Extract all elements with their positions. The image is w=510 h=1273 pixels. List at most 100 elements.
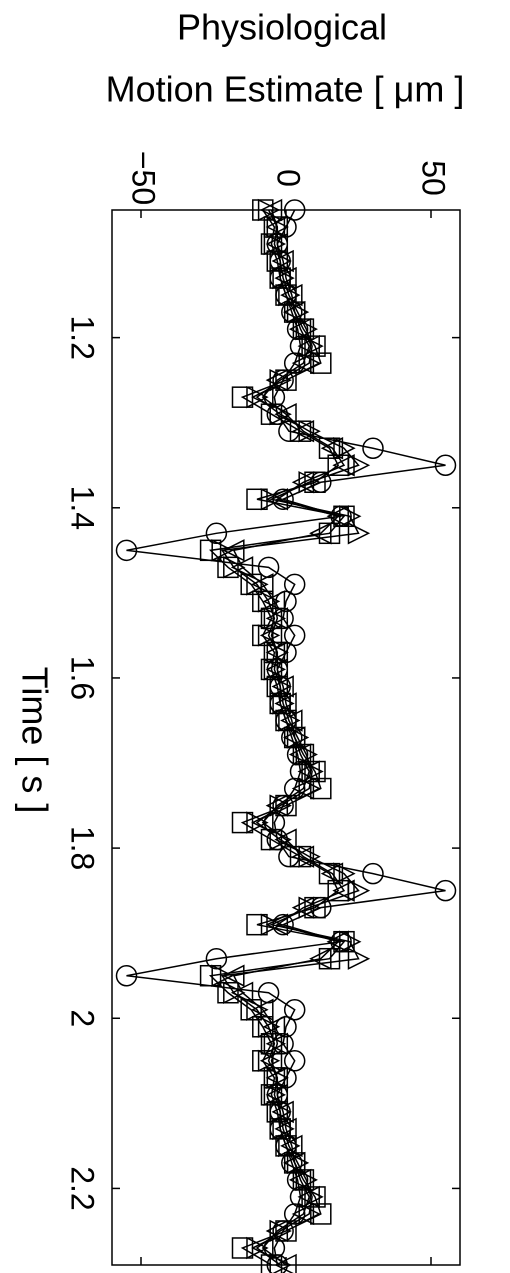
marker-square bbox=[269, 267, 291, 289]
marker-triangle-left bbox=[265, 1219, 289, 1243]
marker-triangle-right bbox=[339, 930, 362, 953]
marker-triangle-left bbox=[222, 539, 245, 562]
marker-square bbox=[333, 930, 355, 953]
marker-triangle-right bbox=[278, 709, 301, 732]
marker-triangle-right bbox=[260, 913, 284, 936]
marker-square bbox=[252, 199, 274, 221]
marker-triangle-left bbox=[251, 1236, 274, 1260]
marker-square bbox=[318, 862, 341, 885]
marker-triangle-right bbox=[298, 845, 321, 868]
marker-triangle-left bbox=[265, 215, 289, 239]
marker-triangle-left bbox=[288, 743, 312, 766]
y-tick-label: 0 bbox=[271, 169, 307, 187]
marker-square bbox=[252, 1016, 274, 1038]
marker-triangle-left bbox=[326, 505, 349, 528]
marker-triangle-left bbox=[271, 1100, 294, 1124]
marker-triangle-right bbox=[298, 1202, 321, 1226]
marker-circle bbox=[289, 760, 312, 783]
marker-triangle-right bbox=[298, 896, 321, 919]
y-axis-label: Motion Estimate [ μm ] bbox=[106, 69, 465, 110]
marker-triangle-left bbox=[265, 607, 289, 630]
marker-triangle-left bbox=[280, 283, 303, 307]
marker-triangle-right bbox=[269, 1219, 292, 1243]
marker-triangle-left bbox=[271, 675, 294, 698]
x-tick-label: 1.4 bbox=[65, 486, 101, 530]
marker-triangle-left bbox=[309, 522, 332, 545]
marker-triangle-right bbox=[295, 743, 318, 766]
marker-circle bbox=[272, 607, 294, 630]
marker-triangle-right bbox=[260, 488, 284, 511]
marker-triangle-left bbox=[297, 1185, 320, 1209]
marker-triangle-left bbox=[265, 232, 289, 256]
marker-triangle-right bbox=[257, 624, 281, 647]
marker-circle bbox=[434, 454, 457, 476]
marker-triangle-right bbox=[263, 232, 287, 256]
marker-triangle-left bbox=[288, 317, 312, 341]
marker-circle bbox=[257, 556, 280, 579]
marker-triangle-left bbox=[265, 368, 289, 392]
marker-triangle-left bbox=[291, 845, 315, 868]
marker-circle bbox=[115, 964, 138, 987]
marker-triangle-left bbox=[251, 385, 274, 409]
marker-triangle-left bbox=[283, 1151, 306, 1175]
marker-square bbox=[292, 743, 315, 766]
marker-triangle-right bbox=[269, 249, 292, 273]
marker-triangle-right bbox=[272, 266, 295, 290]
marker-circle bbox=[205, 947, 228, 970]
y-tick-label: 50 bbox=[416, 160, 452, 196]
marker-circle bbox=[257, 981, 280, 1004]
x-tick-label: 2 bbox=[65, 1009, 101, 1027]
marker-circle bbox=[283, 624, 306, 647]
marker-triangle-left bbox=[332, 879, 355, 902]
marker-triangle-right bbox=[257, 1049, 281, 1073]
marker-triangle-right bbox=[269, 794, 292, 817]
marker-triangle-right bbox=[301, 1185, 324, 1209]
marker-square bbox=[333, 505, 355, 528]
marker-triangle-right bbox=[347, 454, 371, 477]
marker-triangle-left bbox=[230, 556, 254, 579]
marker-triangle-left bbox=[265, 1083, 289, 1107]
marker-square bbox=[260, 233, 283, 255]
marker-triangle-right bbox=[278, 1134, 301, 1158]
marker-triangle-left bbox=[259, 198, 283, 222]
marker-triangle-left bbox=[271, 249, 294, 273]
marker-square bbox=[199, 964, 222, 987]
marker-triangle-right bbox=[298, 351, 321, 375]
marker-triangle-right bbox=[257, 590, 281, 613]
marker-triangle-left bbox=[297, 334, 320, 358]
marker-square bbox=[260, 658, 283, 681]
marker-triangle-left bbox=[326, 930, 349, 953]
marker-triangle-right bbox=[298, 471, 321, 494]
marker-triangle-left bbox=[274, 266, 297, 290]
marker-circle bbox=[275, 1016, 297, 1038]
marker-triangle-right bbox=[269, 368, 292, 392]
marker-circle bbox=[275, 590, 297, 613]
marker-triangle-left bbox=[265, 1032, 289, 1056]
marker-triangle-right bbox=[211, 964, 234, 987]
marker-triangle-right bbox=[301, 334, 324, 358]
marker-triangle-left bbox=[251, 811, 274, 834]
marker-circle bbox=[263, 386, 286, 408]
marker-triangle-left bbox=[332, 454, 355, 477]
x-tick-label: 1.2 bbox=[65, 315, 101, 359]
marker-circle bbox=[283, 352, 306, 374]
marker-triangle-right bbox=[257, 1015, 281, 1038]
marker-circle bbox=[283, 1203, 306, 1225]
marker-triangle-left bbox=[320, 437, 344, 460]
marker-square bbox=[217, 556, 239, 579]
marker-triangle-right bbox=[246, 1236, 269, 1260]
marker-triangle-right bbox=[246, 811, 269, 834]
marker-triangle-left bbox=[283, 726, 306, 749]
marker-triangle-left bbox=[309, 947, 332, 970]
marker-circle bbox=[362, 437, 384, 459]
marker-triangle-right bbox=[263, 1032, 287, 1056]
marker-triangle-left bbox=[222, 964, 245, 987]
marker-circle bbox=[362, 862, 384, 885]
marker-square bbox=[310, 777, 332, 800]
marker-triangle-left bbox=[288, 1168, 312, 1192]
marker-circle bbox=[272, 1033, 294, 1055]
marker-circle bbox=[205, 522, 228, 545]
marker-triangle-left bbox=[297, 760, 320, 783]
marker-triangle-right bbox=[269, 1100, 292, 1124]
